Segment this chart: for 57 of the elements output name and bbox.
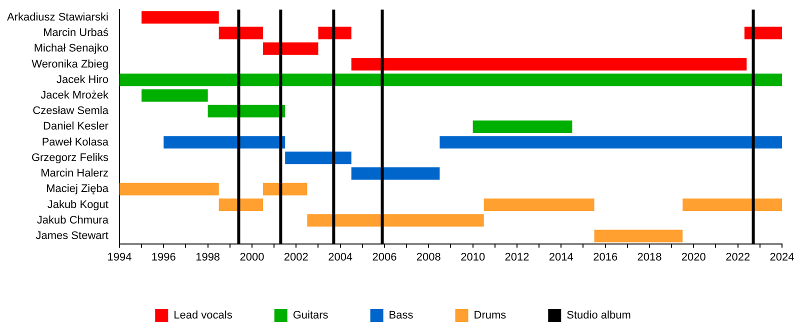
x-tick-label: 2004 xyxy=(328,251,353,264)
bar xyxy=(484,198,594,212)
bar xyxy=(142,11,219,24)
bar xyxy=(351,58,747,70)
y-tick-label: Weronika Zbieg xyxy=(32,58,108,70)
x-tick-label: 1996 xyxy=(151,251,176,264)
x-tick-label: 2018 xyxy=(637,251,662,264)
y-tick-label: Grzegorz Feliks xyxy=(31,152,109,164)
x-tick-label: 2008 xyxy=(416,251,441,264)
bar xyxy=(744,26,782,40)
bar xyxy=(218,26,264,40)
bar xyxy=(119,182,219,196)
bar xyxy=(119,74,782,86)
x-tick-label: 2010 xyxy=(460,251,486,264)
x-tick-label: 2000 xyxy=(240,251,264,264)
bar xyxy=(285,152,352,164)
y-tick-label: Jacek Hiro xyxy=(56,74,108,86)
y-tick-label: Michał Senajko xyxy=(34,42,108,55)
bar xyxy=(594,230,683,242)
bar xyxy=(472,120,572,133)
bar xyxy=(164,136,286,149)
y-tick-label: Daniel Kesler xyxy=(43,120,109,133)
x-tick-label: 1998 xyxy=(196,251,220,264)
y-tick-label: Arkadiusz Stawiarski xyxy=(6,11,108,24)
x-tick-label: 2006 xyxy=(372,251,397,264)
x-tick-label: 1994 xyxy=(107,251,132,264)
y-tick-label: Jacek Mrożek xyxy=(40,90,109,102)
x-tick-label: 2002 xyxy=(284,251,308,264)
bar xyxy=(351,167,440,180)
y-tick-label: Jakub Kogut xyxy=(47,198,108,211)
x-tick-label: 2014 xyxy=(548,251,574,264)
x-tick-label: 2022 xyxy=(726,251,750,264)
y-tick-label: Paweł Kolasa xyxy=(42,136,110,148)
y-tick-label: Maciej Zięba xyxy=(46,183,110,196)
legend-label: Drums xyxy=(474,310,507,322)
bar xyxy=(142,89,208,102)
bar xyxy=(318,26,352,40)
bar xyxy=(682,198,782,212)
bar xyxy=(440,136,782,149)
y-tick-label: James Stewart xyxy=(36,230,108,242)
x-tick-label: 2012 xyxy=(504,251,530,264)
x-tick-label: 2020 xyxy=(681,251,706,264)
bar xyxy=(218,198,264,212)
legend-label: Lead vocals xyxy=(174,310,233,322)
y-tick-label: Czesław Semla xyxy=(32,105,110,118)
bar xyxy=(307,214,484,227)
legend-label: Guitars xyxy=(292,310,329,322)
y-tick-label: Jakub Chmura xyxy=(36,214,110,226)
y-tick-label: Marcin Halerz xyxy=(40,168,108,180)
x-tick-label: 2016 xyxy=(593,251,618,264)
bar xyxy=(208,104,286,118)
legend-label: Bass xyxy=(388,310,414,322)
bar xyxy=(263,182,308,196)
y-tick-label: Marcin Urbaś xyxy=(43,27,109,40)
bar xyxy=(263,42,318,55)
legend-label: Studio album xyxy=(566,310,631,322)
x-tick-label: 2024 xyxy=(770,251,794,264)
